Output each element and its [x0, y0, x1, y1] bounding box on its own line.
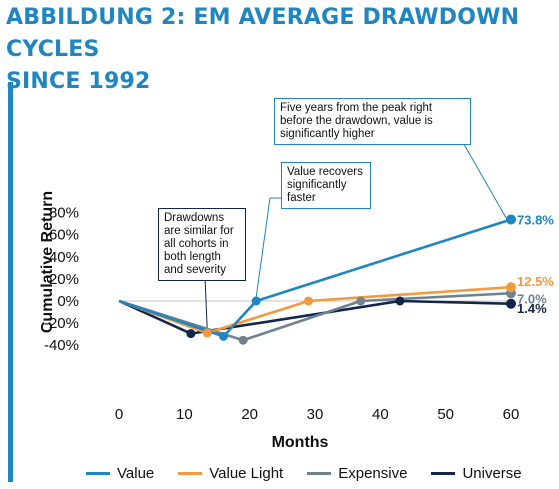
accent-bar [8, 82, 13, 482]
data-point-expensive [356, 296, 366, 306]
data-point-value-light [506, 282, 516, 293]
end-label-value: 73.8% [517, 212, 554, 227]
legend-swatch-value [86, 471, 110, 475]
y-axis-title: Cumulative Return [39, 191, 56, 333]
legend-label-value-light: Value Light [209, 464, 284, 482]
title-line-2: SINCE 1992 [6, 69, 151, 94]
y-tick-label: -20% [44, 315, 79, 332]
data-point-universe [186, 329, 196, 339]
x-tick-label: 20 [241, 406, 258, 423]
series-lines [118, 218, 512, 342]
series-line-universe [118, 299, 512, 335]
y-tick-label: 20% [49, 271, 79, 288]
series-markers [186, 214, 516, 345]
y-tick-label: 80% [49, 205, 79, 222]
legend-label-universe: Universe [462, 464, 522, 482]
series-line-value-light [118, 285, 512, 335]
legend-item-expensive: Expensive [307, 465, 407, 482]
chart-legend: Value Value Light Expensive Universe [86, 462, 546, 484]
data-point-universe [395, 296, 405, 306]
y-tick-label: 0% [57, 293, 79, 310]
callout-leader [255, 197, 271, 298]
x-axis-ticks: 0 10 20 30 40 50 60 [115, 406, 520, 423]
legend-swatch-value-light [178, 471, 203, 475]
series-line-expensive [118, 291, 512, 342]
legend-swatch-expensive [307, 471, 332, 475]
end-labels: 73.8% 12.5% 7.0%1.4% [517, 212, 554, 315]
data-point-value [251, 296, 261, 306]
callout-leader [204, 275, 208, 330]
legend-swatch-universe [431, 471, 456, 475]
data-point-universe [506, 298, 516, 309]
x-tick-label: 50 [437, 406, 454, 423]
title-line-1: ABBILDUNG 2: EM AVERAGE DRAWDOWN CYCLES [6, 5, 520, 62]
data-point-expensive [238, 335, 248, 345]
data-point-value-light [303, 296, 313, 306]
chart-title: ABBILDUNG 2: EM AVERAGE DRAWDOWN CYCLES … [6, 2, 558, 98]
legend-label-expensive: Expensive [338, 464, 408, 482]
end-label-expensive: 7.0% [517, 291, 547, 306]
legend-item-value-light: Value Light [178, 465, 283, 482]
legend-item-universe: Universe [431, 464, 522, 482]
x-axis-title: Months [272, 434, 329, 451]
y-tick-label: -40% [44, 337, 79, 354]
callout-five-years: Five years from the peak right before th… [274, 98, 471, 145]
y-tick-label: 60% [49, 227, 79, 244]
data-point-value [219, 331, 229, 341]
callout-value-recovers: Value recovers significantly faster [281, 162, 371, 209]
x-tick-label: 40 [372, 406, 389, 423]
series-line-value [118, 218, 512, 338]
y-tick-label: 40% [49, 249, 79, 266]
x-tick-label: 10 [176, 406, 193, 423]
legend-label-value: Value [117, 464, 155, 482]
end-label-universe: 1.4% [517, 301, 547, 316]
callout-drawdowns-similar: Drawdowns are similar for all cohorts in… [158, 208, 246, 281]
data-point-value [506, 214, 516, 225]
end-label-value-light: 12.5% [517, 274, 554, 289]
x-tick-label: 0 [115, 406, 123, 423]
legend-item-value: Value [86, 465, 154, 482]
x-tick-label: 30 [307, 406, 324, 423]
y-axis-ticks: 80% 60% 40% 20% 0% -20% -40% [44, 205, 79, 355]
data-point-value-light [202, 328, 212, 338]
x-tick-label: 60 [503, 406, 520, 423]
